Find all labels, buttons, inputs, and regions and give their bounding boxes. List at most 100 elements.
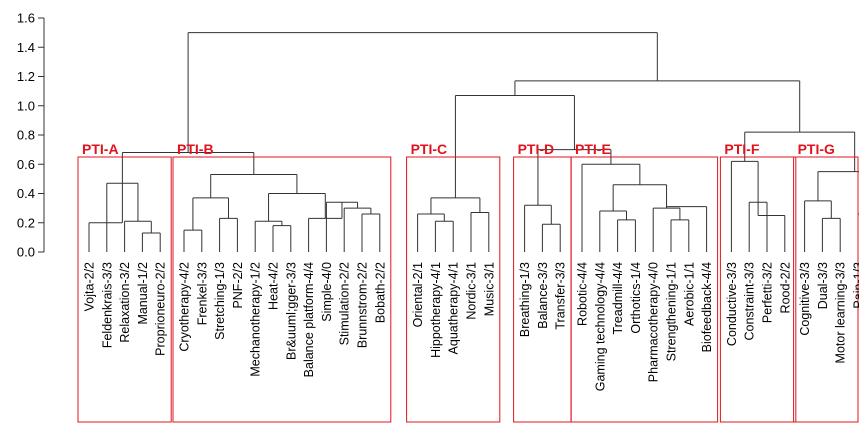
leaf-label: Biofeedback-4/4	[700, 262, 714, 352]
cluster-box-pti-c	[406, 156, 501, 423]
merge-link-e3	[617, 219, 636, 252]
leaf-label: Treadmill-4/4	[611, 262, 625, 335]
merge-link-g7	[817, 171, 859, 201]
leaf-label: Orthotics-1/4	[629, 262, 643, 334]
y-tick-label: 0.0	[17, 245, 35, 260]
leaf-label: Balance-3/3	[536, 262, 550, 329]
leaf-label: Breathing-1/3	[518, 262, 532, 337]
merge-link-c3	[470, 212, 490, 252]
leaf-label: Rood-2/2	[778, 262, 792, 313]
leaf-label: Pain-1/3	[852, 262, 859, 309]
leaf-label: Strengthening-1/1	[665, 262, 679, 361]
leaf-label: Frenkel-3/3	[195, 262, 209, 325]
merge-link-e2	[652, 207, 681, 252]
y-axis: 0.0 0.2 0.4 0.6 0.8 1.0 1.2 1.4 1.6	[17, 11, 45, 260]
merge-link-e1	[670, 219, 690, 252]
leaf-label: Constraint-3/3	[743, 262, 757, 341]
merge-link-g2	[804, 200, 832, 252]
cluster-label-pti-b: PTI-B	[177, 141, 214, 157]
leaf-label: Balance platform-4/4	[302, 262, 316, 377]
merge-link-d1	[541, 223, 561, 252]
cluster-label-pti-d: PTI-D	[518, 141, 555, 157]
merge-link-b3	[192, 197, 229, 231]
merge-link-A	[88, 183, 123, 252]
leaf-label: Robotic-4/4	[576, 262, 590, 326]
cluster-label-pti-g: PTI-G	[798, 141, 835, 157]
y-tick-label: 0.2	[17, 215, 35, 230]
merge-link-a1	[141, 232, 161, 252]
merge-link-b10	[268, 193, 326, 222]
leaf-label: Nordic-3/1	[465, 262, 479, 320]
merge-link-b5	[254, 220, 283, 252]
merge-link-c2	[417, 213, 445, 252]
leaf-label: Mechanotherapy-1/2	[249, 262, 263, 377]
merge-link-c1	[434, 220, 454, 252]
leaf-label: Relaxation-3/2	[118, 262, 132, 343]
leaf-label: Transfer-3/3	[554, 262, 568, 330]
leaf-label: Stimulation-2/2	[338, 262, 352, 345]
merge-link-root	[187, 32, 658, 153]
merge-link-e5	[666, 206, 708, 252]
y-tick-label: 1.0	[17, 98, 35, 113]
merge-link-DE	[537, 149, 612, 206]
leaf-label: Proprioneuro-2/2	[154, 262, 168, 356]
leaf-label: Heat-4/2	[267, 262, 281, 310]
cluster-label-pti-e: PTI-E	[575, 141, 611, 157]
leaf-label: Aquatherapy-4/1	[447, 262, 461, 354]
merge-link-f2	[757, 202, 786, 252]
leaf-label: Dual-3/3	[816, 262, 830, 309]
y-tick-label: 0.6	[17, 157, 35, 172]
leaf-label: PNF-2/2	[231, 262, 245, 309]
merge-link-CDE	[454, 95, 575, 198]
cluster-box-pti-b	[172, 156, 392, 423]
y-tick-label: 0.8	[17, 128, 35, 143]
dendrogram-links	[88, 32, 859, 252]
cluster-box-pti-a	[77, 156, 172, 423]
y-tick-label: 1.6	[17, 11, 35, 26]
merge-link-e7	[581, 163, 641, 252]
merge-link-b11	[210, 173, 298, 198]
leaf-label: Brunnstrom-2/2	[356, 262, 370, 348]
cluster-label-pti-c: PTI-C	[411, 141, 448, 157]
merge-link-a2	[124, 220, 152, 252]
leaf-label: Perfetti-3/2	[761, 262, 775, 323]
leaf-label: Vojta-2/2	[83, 262, 97, 311]
leaf-label: Conductive-3/3	[725, 262, 739, 346]
merge-link-b4	[272, 225, 292, 252]
cluster-label-pti-f: PTI-F	[724, 141, 759, 157]
merge-link-g1	[821, 217, 841, 252]
merge-link-b7	[343, 207, 372, 252]
leaf-label: Oriental-2/1	[411, 262, 425, 327]
leaf-label: Cryotherapy-4/2	[178, 262, 192, 352]
leaf-label: Manual-1/2	[136, 262, 150, 325]
leaf-label: Br&uuml;gger-3/3	[284, 262, 298, 360]
leaf-label: Feldenkrais-3/3	[100, 262, 114, 348]
leaf-label: Cognitive-3/3	[798, 262, 812, 336]
leaf-label: Pharmacotherapy-4/0	[647, 262, 661, 382]
merge-link-f3	[730, 160, 759, 252]
leaf-label: Stretching-1/3	[213, 262, 227, 340]
merge-link-d2	[524, 204, 552, 252]
cluster-box-pti-f	[719, 156, 797, 423]
cluster-box-pti-g	[793, 156, 859, 423]
leaf-label: Motor learning-3/3	[834, 262, 848, 363]
leaf-label: Bobath-2/2	[373, 262, 387, 323]
y-tick-label: 1.2	[17, 69, 35, 84]
leaf-label: Hippotherapy-4/1	[429, 262, 443, 358]
merge-link-b2	[183, 229, 203, 252]
merge-link-c4	[430, 197, 481, 214]
merge-link-e4	[599, 210, 627, 252]
leaf-label: Music-3/1	[482, 262, 496, 316]
y-tick-label: 0.4	[17, 186, 35, 201]
leaf-label: Aerobic-1/1	[682, 262, 696, 326]
merge-link-b1	[219, 217, 238, 252]
leaf-label: Gaming technology-4/4	[593, 262, 607, 391]
leaf-label: Simple-4/0	[320, 262, 334, 322]
merge-link-e6	[612, 184, 668, 212]
merge-link-b9	[308, 202, 343, 252]
merge-link-CDEFG	[514, 80, 801, 133]
leaf-labels: Vojta-2/2 Feldenkrais-3/3 Relaxation-3/2 Ma…	[83, 262, 859, 391]
cluster-box-pti-e	[570, 156, 719, 423]
y-tick-label: 1.4	[17, 40, 35, 55]
